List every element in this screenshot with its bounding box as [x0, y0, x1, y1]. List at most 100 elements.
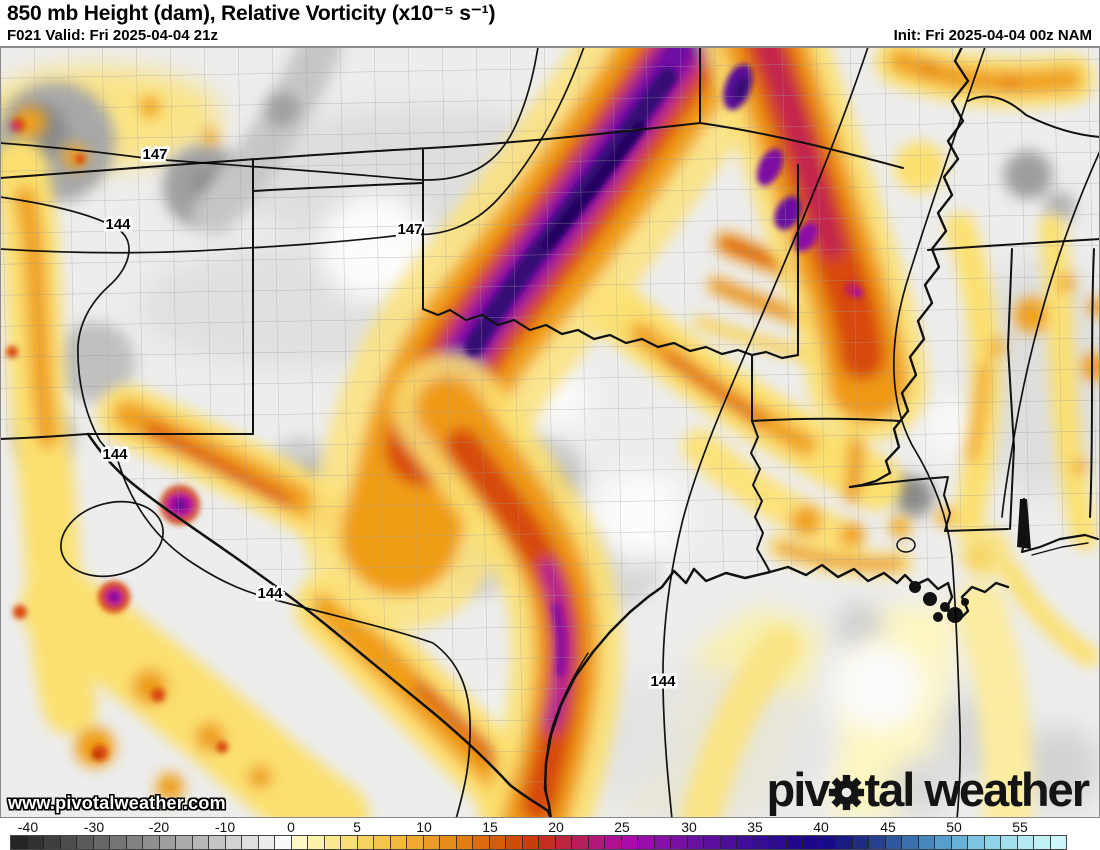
contour-label-layer: 147 147 144 144 144 144: [100, 144, 679, 693]
colorbar-cell: [720, 836, 737, 849]
colorbar-cell: [110, 836, 127, 849]
colorbar-cell: [869, 836, 886, 849]
colorbar-tick: 0: [287, 819, 295, 835]
colorbar-cell: [555, 836, 572, 849]
colorbar-cell: [126, 836, 143, 849]
colorbar-tick: -30: [83, 819, 105, 835]
colorbar-cell: [539, 836, 556, 849]
colorbar-cell: [143, 836, 160, 849]
colorbar-tick: 50: [946, 819, 962, 835]
colorbar-cell: [423, 836, 440, 849]
colorbar-cell: [93, 836, 110, 849]
colorbar-tick: 45: [880, 819, 896, 835]
colorbar-tick: 15: [482, 819, 498, 835]
logo-text-right: tal weather: [864, 763, 1090, 816]
pivotal-weather-logo: piv tal weather: [766, 763, 1090, 816]
page-title: 850 mb Height (dam), Relative Vorticity …: [7, 2, 496, 25]
colorbar-tick: 35: [747, 819, 763, 835]
colorbar-cell: [786, 836, 803, 849]
colorbar-cell: [671, 836, 688, 849]
colorbar-cell: [621, 836, 638, 849]
colorbar-cell: [885, 836, 902, 849]
colorbar-cell: [654, 836, 671, 849]
contour-label: 147: [397, 221, 422, 238]
colorbar-cell: [935, 836, 952, 849]
gear-icon: [829, 774, 865, 811]
colorbar-cell: [489, 836, 506, 849]
colorbar-cell: [242, 836, 259, 849]
colorbar-cell: [1017, 836, 1034, 849]
colorbar-cell: [407, 836, 424, 849]
colorbar-cell: [192, 836, 209, 849]
colorbar-cell: [902, 836, 919, 849]
colorbar-cell: [11, 836, 28, 849]
colorbar-cell: [588, 836, 605, 849]
colorbar-cell: [1050, 836, 1066, 849]
colorbar-tick: 5: [353, 819, 361, 835]
colorbar-cell: [473, 836, 490, 849]
colorbar-cell: [275, 836, 292, 849]
colorbar-tick: 20: [548, 819, 564, 835]
colorbar-cell: [968, 836, 985, 849]
colorbar-scale: [10, 835, 1067, 850]
vorticity-map-svg: 147 147 144 144 144 144: [0, 47, 1100, 817]
header: 850 mb Height (dam), Relative Vorticity …: [0, 0, 1100, 46]
colorbar-cell: [638, 836, 655, 849]
colorbar-tick: -20: [148, 819, 170, 835]
model-init-text: Init: Fri 2025-04-04 00z NAM: [893, 27, 1092, 44]
watermark-url: www.pivotalweather.com: [8, 793, 226, 813]
colorbar-cell: [687, 836, 704, 849]
colorbar-cell: [753, 836, 770, 849]
colorbar-cell: [506, 836, 523, 849]
colorbar-cell: [374, 836, 391, 849]
contour-label: 147: [142, 146, 167, 163]
colorbar-tick: 25: [614, 819, 630, 835]
contour-label: 144: [102, 446, 128, 463]
height-contours: [0, 47, 1100, 817]
colorbar-cell: [1001, 836, 1018, 849]
colorbar-cell: [341, 836, 358, 849]
colorbar-cell: [77, 836, 94, 849]
logo-text-left: piv: [766, 763, 831, 816]
colorbar-cell: [291, 836, 308, 849]
colorbar-cell: [225, 836, 242, 849]
colorbar-cell: [308, 836, 325, 849]
colorbar-cell: [44, 836, 61, 849]
colorbar-cell: [605, 836, 622, 849]
colorbar-cell: [324, 836, 341, 849]
colorbar-tick: -40: [17, 819, 39, 835]
colorbar-cell: [984, 836, 1001, 849]
colorbar-cell: [852, 836, 869, 849]
colorbar-tick: 55: [1012, 819, 1028, 835]
colorbar: -40 -30 -20 -10 0 5 10 15 20 25 30 35 40 45 50 55: [0, 818, 1100, 850]
delta-marsh: [909, 499, 1031, 623]
colorbar-cell: [27, 836, 44, 849]
colorbar-cell: [737, 836, 754, 849]
colorbar-cell: [60, 836, 77, 849]
colorbar-cell: [819, 836, 836, 849]
colorbar-cell: [704, 836, 721, 849]
colorbar-cell: [390, 836, 407, 849]
contour-label: 144: [650, 673, 676, 690]
colorbar-cell: [951, 836, 968, 849]
colorbar-cell: [572, 836, 589, 849]
colorbar-cell: [159, 836, 176, 849]
state-borders: [0, 47, 1100, 817]
contour-label: 144: [257, 585, 283, 602]
colorbar-cell: [258, 836, 275, 849]
colorbar-cell: [440, 836, 457, 849]
map-canvas: 147 147 144 144 144 144 www.pivotalweather.co…: [0, 46, 1100, 818]
colorbar-tick: 40: [813, 819, 829, 835]
colorbar-cell: [918, 836, 935, 849]
colorbar-cell: [1034, 836, 1051, 849]
colorbar-tick: 10: [416, 819, 432, 835]
colorbar-tick: -10: [214, 819, 236, 835]
colorbar-cell: [770, 836, 787, 849]
colorbar-cell: [209, 836, 226, 849]
colorbar-cell: [803, 836, 820, 849]
forecast-valid-text: F021 Valid: Fri 2025-04-04 21z: [7, 27, 218, 44]
colorbar-tick: 30: [681, 819, 697, 835]
colorbar-cell: [836, 836, 853, 849]
contour-label: 144: [105, 216, 131, 233]
